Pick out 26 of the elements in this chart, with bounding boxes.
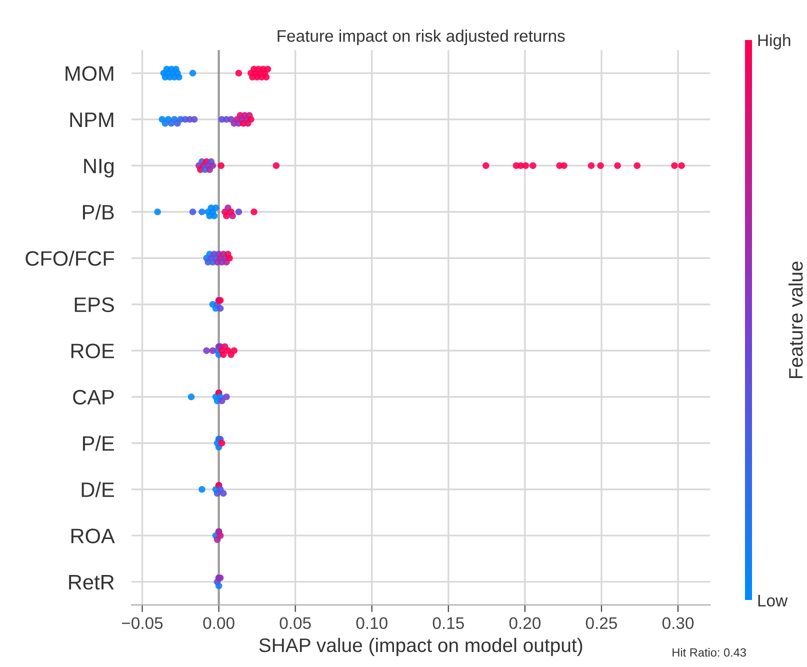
color-bar-label: Low — [758, 594, 788, 607]
y-tick-label: NIg — [84, 158, 114, 178]
y-tick-label: NPM — [70, 112, 114, 127]
y-tick-label: EPS — [74, 297, 114, 312]
chart-title: Feature impact on risk adjusted returns — [278, 30, 565, 46]
x-tick-label: 0.10 — [356, 617, 388, 630]
y-tick-label: RetR — [69, 575, 114, 590]
y-tick-label: ROA — [71, 528, 115, 544]
color-bar-label: High — [758, 34, 790, 50]
color-bar-title: Feature value — [788, 262, 803, 378]
x-tick-label: 0.15 — [432, 617, 464, 630]
y-tick-label: CAP — [73, 390, 114, 405]
y-tick-label: D/E — [82, 482, 114, 498]
y-tick-label: P/E — [83, 436, 114, 451]
x-tick-label: 0.25 — [586, 617, 617, 630]
y-tick-label: MOM — [66, 66, 114, 81]
x-axis-title: SHAP value (impact on model output) — [259, 638, 582, 656]
x-tick-label: 0.20 — [509, 617, 541, 630]
y-tick-label: P/B — [83, 204, 114, 220]
x-tick-label: 0.05 — [280, 617, 311, 630]
y-tick-label: CFO/FCF — [26, 250, 114, 266]
x-tick-label: 0.30 — [662, 617, 694, 630]
x-tick-label: −0.05 — [122, 617, 163, 630]
y-tick-label: ROE — [71, 344, 114, 358]
text: Hit Ratio: 0.43 — [672, 648, 746, 657]
x-tick-label: 0.00 — [203, 617, 234, 630]
